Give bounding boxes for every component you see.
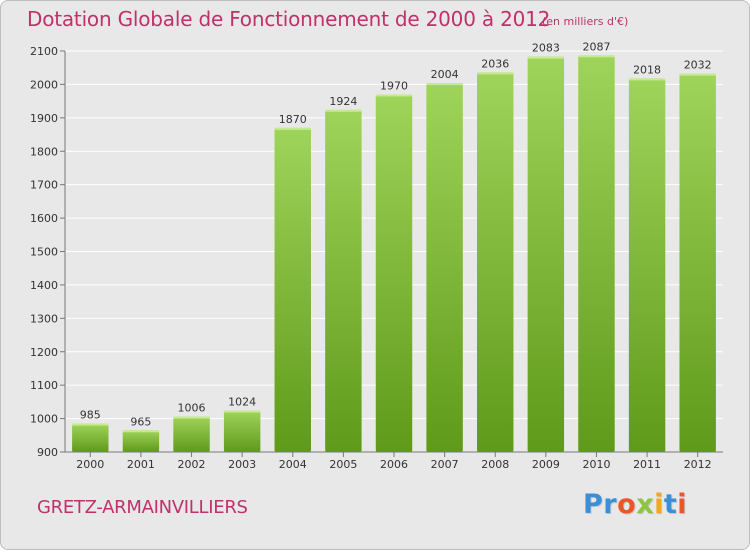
y-tick-label: 900 bbox=[37, 446, 58, 459]
bar-2003 bbox=[223, 410, 261, 452]
bar-2001 bbox=[122, 430, 160, 452]
bar-highlight bbox=[173, 416, 210, 419]
proxiti-logo: Proxiti bbox=[583, 489, 687, 520]
x-tick-label: 2003 bbox=[228, 458, 256, 471]
x-tick-label: 2010 bbox=[582, 458, 610, 471]
x-tick-label: 2006 bbox=[380, 458, 408, 471]
data-label: 2032 bbox=[684, 59, 712, 72]
logo-letter: i bbox=[654, 489, 664, 520]
chart-unit-note: (en milliers d'€) bbox=[542, 15, 629, 28]
y-tick-label: 1200 bbox=[30, 346, 58, 359]
bar-highlight bbox=[426, 83, 463, 86]
data-label: 2018 bbox=[633, 63, 661, 76]
x-tick-label: 2000 bbox=[76, 458, 104, 471]
commune-name: GRETZ-ARMAINVILLIERS bbox=[37, 497, 248, 518]
bar-2000 bbox=[72, 423, 109, 452]
bar-2010 bbox=[578, 55, 615, 452]
y-tick-label: 1000 bbox=[30, 413, 58, 426]
x-tick-label: 2008 bbox=[481, 458, 509, 471]
data-label: 1006 bbox=[178, 402, 206, 415]
data-label: 2083 bbox=[532, 42, 560, 55]
data-label: 1870 bbox=[279, 113, 307, 126]
x-tick-label: 2012 bbox=[684, 458, 712, 471]
y-tick-label: 1800 bbox=[30, 145, 58, 158]
x-tick-label: 2009 bbox=[532, 458, 560, 471]
bar-highlight bbox=[223, 410, 261, 413]
bar-2002 bbox=[173, 416, 210, 452]
bar-highlight bbox=[628, 78, 666, 81]
bar-highlight bbox=[122, 430, 160, 433]
bar-2009 bbox=[527, 56, 565, 452]
bar-2004 bbox=[274, 127, 311, 452]
y-tick-label: 2100 bbox=[30, 45, 58, 58]
y-tick-label: 1700 bbox=[30, 179, 58, 192]
x-tick-label: 2004 bbox=[279, 458, 307, 471]
bar-highlight bbox=[274, 127, 311, 130]
data-label: 1924 bbox=[329, 95, 357, 108]
bar-2006 bbox=[375, 94, 413, 453]
bar-highlight bbox=[527, 56, 565, 59]
data-label: 1024 bbox=[228, 396, 256, 409]
bar-highlight bbox=[477, 72, 514, 75]
bar-2012 bbox=[679, 73, 716, 453]
y-tick-label: 1600 bbox=[30, 212, 58, 225]
bar-2007 bbox=[426, 83, 463, 452]
bar-highlight bbox=[375, 94, 413, 97]
y-tick-label: 1300 bbox=[30, 312, 58, 325]
bar-2011 bbox=[628, 78, 666, 452]
data-label: 1970 bbox=[380, 79, 408, 92]
bar-highlight bbox=[325, 109, 362, 112]
data-label: 965 bbox=[130, 415, 151, 428]
bar-highlight bbox=[578, 55, 615, 58]
y-tick-label: 2000 bbox=[30, 78, 58, 91]
bar-highlight bbox=[679, 73, 716, 76]
data-label: 985 bbox=[80, 409, 101, 422]
logo-letter: P bbox=[583, 489, 604, 520]
y-tick-label: 1500 bbox=[30, 246, 58, 259]
x-tick-label: 2011 bbox=[633, 458, 661, 471]
bar-highlight bbox=[72, 423, 109, 426]
data-label: 2087 bbox=[582, 40, 610, 53]
y-tick-label: 1400 bbox=[30, 279, 58, 292]
x-tick-label: 2002 bbox=[178, 458, 206, 471]
x-tick-label: 2007 bbox=[431, 458, 459, 471]
logo-letter: t bbox=[663, 489, 678, 520]
logo-letter: o bbox=[617, 489, 637, 520]
bar-2008 bbox=[477, 72, 514, 453]
bar-2005 bbox=[325, 109, 362, 453]
y-tick-label: 1100 bbox=[30, 379, 58, 392]
x-tick-label: 2005 bbox=[329, 458, 357, 471]
y-tick-label: 1900 bbox=[30, 112, 58, 125]
logo-letter: i bbox=[677, 489, 688, 520]
logo-letter: x bbox=[636, 489, 655, 520]
data-label: 2036 bbox=[481, 57, 509, 70]
x-tick-label: 2001 bbox=[127, 458, 155, 471]
chart-title: Dotation Globale de Fonctionnement de 20… bbox=[27, 7, 551, 31]
data-label: 2004 bbox=[431, 68, 459, 81]
logo-letter: r bbox=[603, 489, 618, 520]
